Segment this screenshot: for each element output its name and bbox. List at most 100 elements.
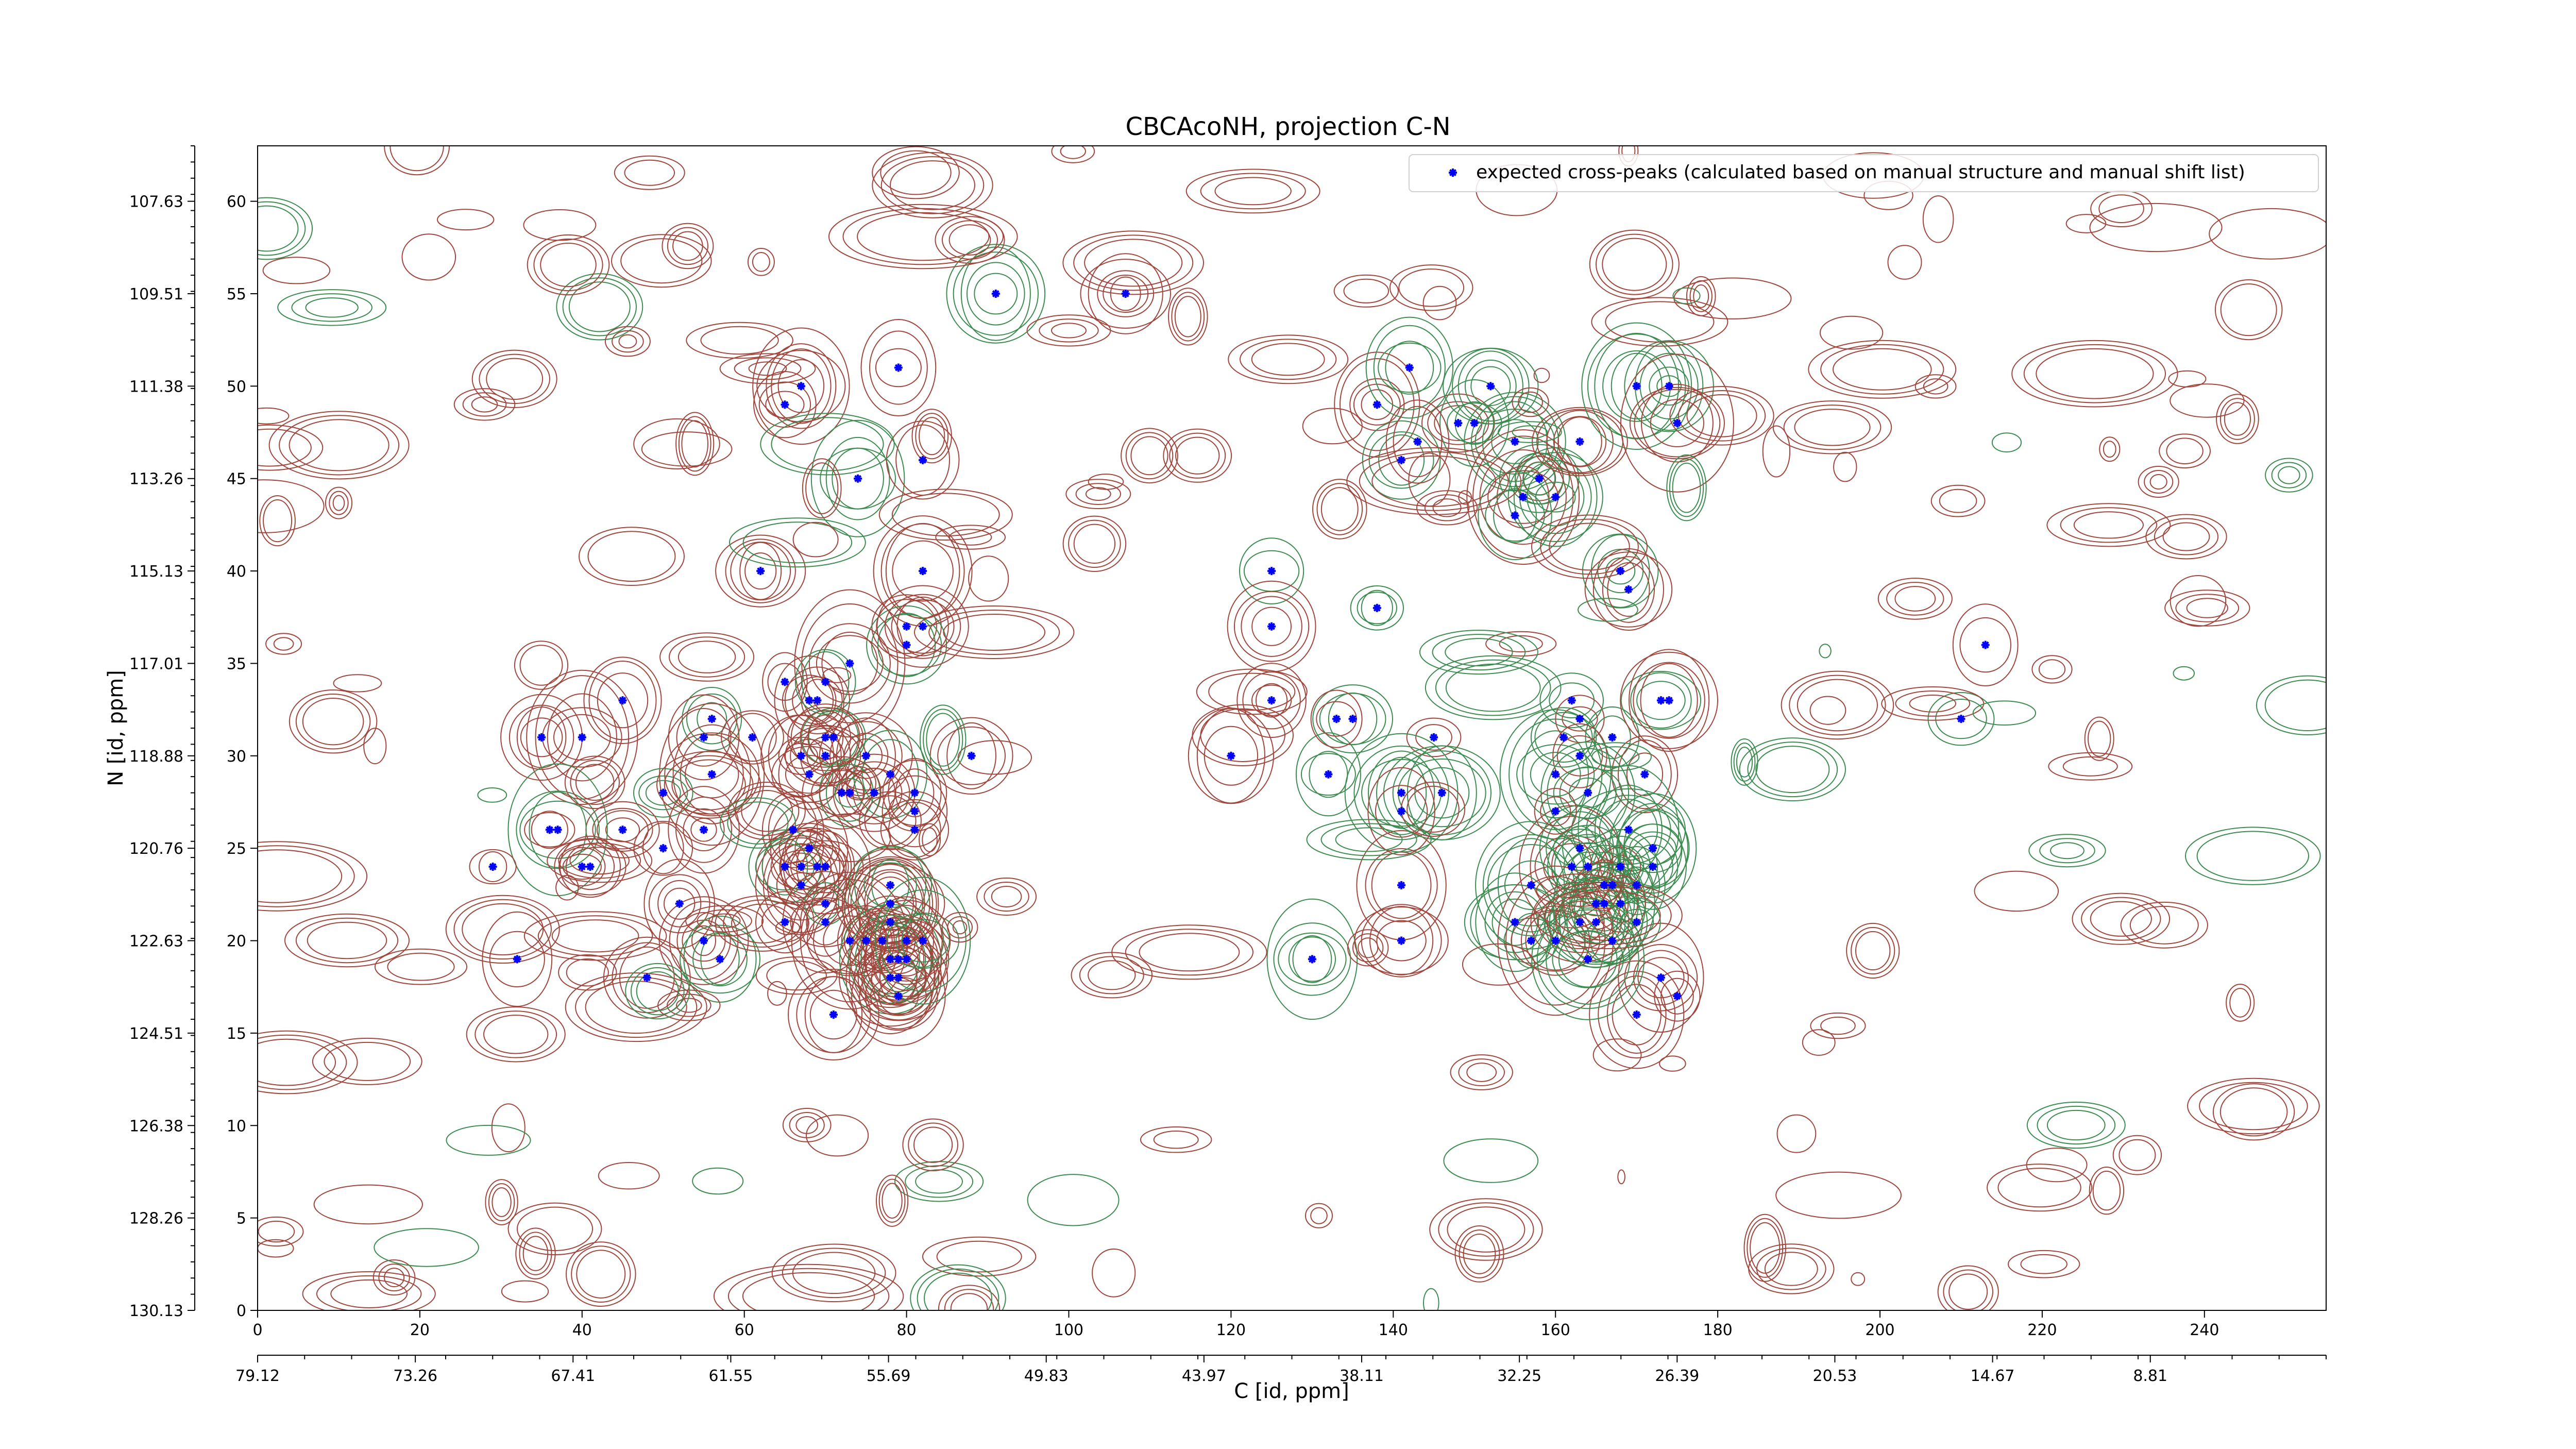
noise-contour (514, 641, 569, 690)
contour-ring (974, 273, 1018, 315)
contour-ring (1513, 447, 1598, 547)
noise-contour (1739, 737, 1846, 802)
contour-ring (645, 780, 681, 806)
cross-peak-point (781, 863, 789, 871)
noise-contour (1943, 1269, 1993, 1310)
noise-contour (1772, 400, 1892, 454)
x-axis-ppm: 79.12 73.26 67.41 61.55 55.69 49.83 43.97 38.11… (235, 1355, 2327, 1385)
contour-ring (675, 796, 732, 863)
noise-contour (700, 326, 779, 355)
cross-peak-point (659, 844, 668, 853)
spectrum-contours (258, 146, 2326, 1310)
contour-ring (1385, 341, 1434, 395)
cross-peak-point (796, 863, 805, 871)
contour-ring (1485, 490, 1545, 542)
noise-contour (618, 334, 637, 349)
noise-contour (935, 525, 1006, 550)
cross-peak-point (1397, 881, 1406, 889)
contour-ring (1353, 745, 1449, 840)
contour-ring (1310, 689, 1363, 748)
noise-contour (1498, 421, 1562, 443)
x-tick-label: 200 (1865, 1321, 1894, 1339)
noise-contour (568, 281, 631, 332)
cross-peak-point (1616, 899, 1625, 908)
contour-ring (1266, 898, 1358, 1020)
noise-contour (2026, 1101, 2126, 1149)
noise-contour (1200, 708, 1285, 763)
contour-ring (680, 924, 760, 994)
cross-peak-point (1649, 863, 1657, 871)
cross-peak-point (1372, 603, 1381, 612)
contour-ring (715, 534, 806, 608)
noise-contour (641, 431, 733, 467)
contour-ring (901, 913, 944, 968)
contour-ring (848, 915, 933, 1004)
x-tick-label: 100 (1054, 1321, 1083, 1339)
cross-peak-point (537, 733, 546, 742)
contour-ring (967, 262, 1025, 326)
cross-peak-point (861, 751, 870, 760)
noise-contour (1333, 274, 1399, 308)
legend[interactable]: expected cross-peaks (calculated based o… (1409, 154, 2319, 192)
noise-contour (2149, 474, 2167, 490)
noise-contour (1084, 239, 1183, 287)
contour-ring (1640, 383, 1714, 463)
contour-ring (1415, 724, 1452, 751)
contour-ring (829, 721, 903, 791)
noise-contour (486, 358, 544, 400)
noise-contour (734, 786, 800, 836)
noise-contour (947, 916, 973, 939)
y-ppm-tick-label: 109.51 (129, 285, 183, 304)
contour-ring (1534, 712, 1593, 763)
contour-ring (553, 714, 611, 761)
contour-ring (1365, 848, 1438, 922)
contour-ring (801, 603, 899, 723)
noise-contour (633, 418, 720, 469)
y-tick-label: 50 (227, 378, 246, 396)
noise-contour (291, 293, 373, 322)
noise-contour (771, 1243, 896, 1303)
noise-contour (1068, 519, 1121, 568)
noise-contour (2020, 1254, 2067, 1274)
contour-ring (638, 775, 688, 811)
contour-ring (1592, 548, 1664, 631)
noise-contour (2162, 522, 2210, 551)
noise-contour (1371, 455, 1497, 507)
noise-contour (612, 330, 644, 353)
noise-contour (295, 917, 399, 964)
noise-contour (1389, 264, 1473, 311)
cross-peak-point (796, 382, 805, 391)
contour-ring (777, 359, 825, 413)
noise-contour (547, 838, 653, 883)
contour-ring (583, 656, 662, 744)
noise-contour (1937, 1265, 1999, 1310)
noise-contour (527, 234, 610, 296)
noise-contour (2219, 398, 2255, 440)
noise-contour (1855, 931, 1891, 971)
noise-contour (401, 233, 456, 281)
noise-contour (1071, 952, 1153, 999)
noise-contour (1555, 890, 1661, 941)
contour-ring (728, 713, 777, 762)
contour-ring (867, 877, 914, 931)
noise-contour (1914, 374, 1957, 399)
noise-contour (1026, 314, 1111, 347)
noise-contour (262, 257, 331, 284)
cross-peak-point (845, 936, 854, 945)
noise-contour (374, 1228, 479, 1267)
cross-peak-point (902, 641, 911, 649)
cross-peak-point (1405, 363, 1414, 372)
noise-contour (2092, 1170, 2121, 1211)
noise-contour (2050, 842, 2084, 860)
cross-peak-point (902, 936, 911, 945)
contour-ring (1350, 585, 1404, 631)
contour-ring (1581, 322, 1692, 450)
noise-contour (258, 1216, 304, 1247)
contour-ring (860, 319, 937, 416)
noise-contour (2031, 655, 2073, 684)
noise-contour (258, 428, 312, 467)
noise-contour (1747, 742, 1838, 798)
noise-contour (2008, 1250, 2080, 1278)
cross-peak-point (699, 733, 708, 742)
noise-contour (1320, 487, 1359, 531)
